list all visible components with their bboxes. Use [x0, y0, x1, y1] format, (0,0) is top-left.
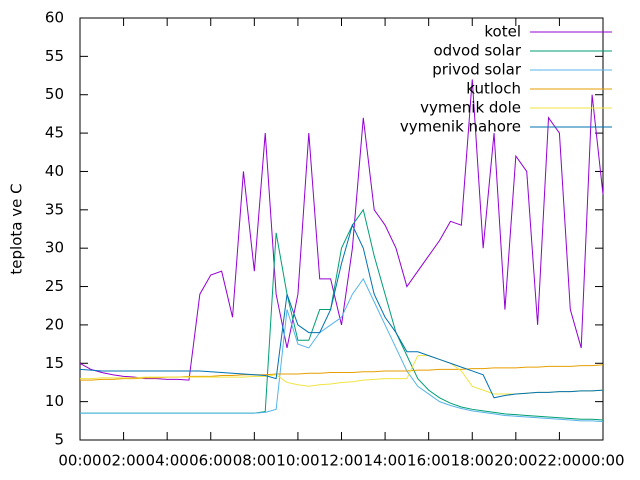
legend-label: privod solar [432, 61, 522, 79]
legend-label: kutloch [466, 80, 521, 98]
x-tick-label: 08:00 [233, 452, 276, 470]
x-tick-label: 18:00 [451, 452, 494, 470]
y-tick-label: 50 [45, 85, 64, 103]
legend-label: kotel [484, 23, 521, 41]
series-line [79, 223, 604, 399]
x-tick-label: 22:00 [538, 452, 581, 470]
y-tick-label: 60 [45, 9, 64, 27]
legend-label: vymenik nahore [400, 118, 521, 136]
x-tick-label: 14:00 [363, 452, 406, 470]
series-line [80, 355, 604, 395]
x-tick-label: 04:00 [146, 452, 189, 470]
x-tick-label: 06:00 [189, 452, 232, 470]
y-tick-label: 30 [45, 239, 64, 257]
x-tick-label: 16:00 [407, 452, 450, 470]
y-tick-label: 35 [45, 200, 64, 218]
y-tick-label: 45 [45, 124, 64, 142]
series-line [80, 277, 604, 423]
x-tick-label: 02:00 [102, 452, 145, 470]
y-tick-label: 25 [45, 277, 64, 295]
x-tick-label: 00:00 [58, 452, 101, 470]
legend-label: vymenik dole [420, 99, 521, 117]
y-tick-label: 40 [45, 162, 64, 180]
y-tick-label: 55 [45, 47, 64, 65]
x-tick-label: 10:00 [276, 452, 319, 470]
legend-label: odvod solar [433, 42, 521, 60]
series-line [79, 79, 604, 381]
y-axis-label: teplota ve C [8, 183, 26, 274]
y-tick-label: 15 [45, 354, 64, 372]
x-tick-label: 00:00 [581, 452, 624, 470]
series-line [80, 364, 604, 381]
y-tick-label: 20 [45, 315, 64, 333]
series-line [80, 208, 604, 421]
x-tick-label: 20:00 [494, 452, 537, 470]
y-tick-label: 5 [54, 431, 64, 449]
y-tick-label: 10 [45, 392, 64, 410]
x-tick-label: 12:00 [320, 452, 363, 470]
